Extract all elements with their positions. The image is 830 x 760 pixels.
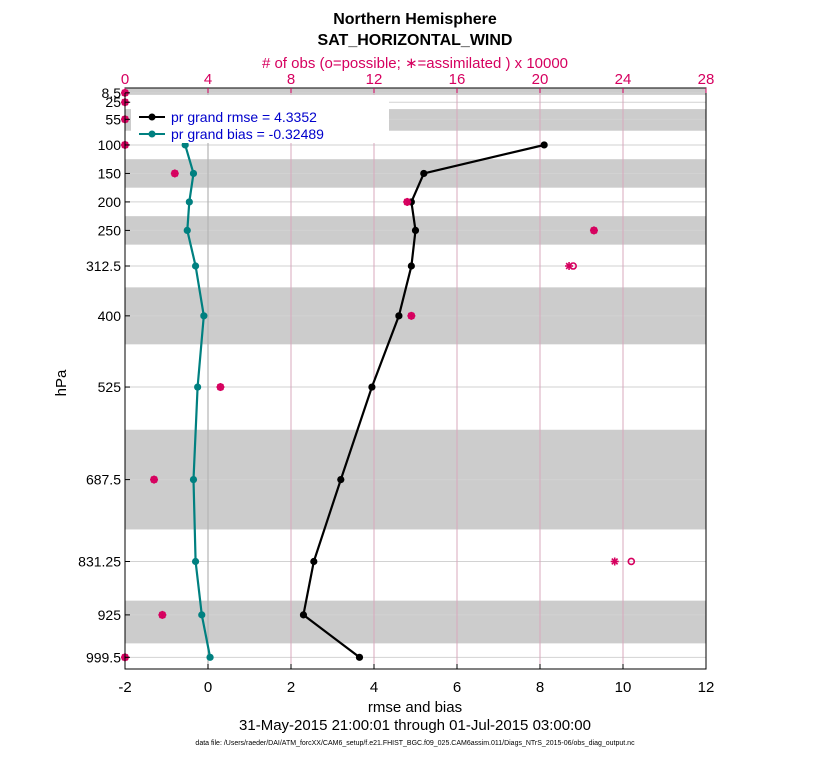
obs-assimilated-12 xyxy=(158,610,167,619)
series-0-point-1 xyxy=(420,169,428,178)
x-tick-label-2: 2 xyxy=(287,679,295,696)
obs-assimilated-8 xyxy=(407,311,416,320)
obs-assimilated-10-stroke-3 xyxy=(150,476,158,484)
obs-assimilated-11-stroke-3 xyxy=(611,558,619,565)
obs-assimilated-12-stroke-3 xyxy=(158,611,166,619)
legend: pr grand rmse = 4.3352 pr grand bias = -… xyxy=(131,95,389,143)
obs-assimilated-7-stroke-3 xyxy=(565,262,573,270)
x-tick-label-5: 8 xyxy=(536,679,544,696)
series-1-point-9 xyxy=(198,611,206,619)
series-0-point-0 xyxy=(540,141,548,149)
obs-assimilated-9-stroke-3 xyxy=(217,383,224,391)
x-tick-label-0: -2 xyxy=(118,679,131,696)
obs-assimilated-11 xyxy=(610,557,619,566)
shaded-band-6 xyxy=(125,600,706,644)
shaded-bands xyxy=(125,88,706,644)
series-layer xyxy=(181,141,548,661)
series-1-point-1 xyxy=(189,169,198,178)
obs-assimilated-4 xyxy=(170,169,179,178)
series-1-point-4 xyxy=(191,262,200,270)
x-tick-label-4: 6 xyxy=(453,679,461,696)
x-tick-label-1: 0 xyxy=(204,679,212,696)
obs-assimilated-5-stroke-3 xyxy=(403,198,411,206)
series-0-point-5 xyxy=(395,312,403,320)
obs-assimilated-9 xyxy=(216,383,225,392)
series-1-point-5 xyxy=(200,312,208,320)
series-0-point-4 xyxy=(407,262,415,270)
series-1-point-10 xyxy=(206,653,214,661)
y-tick-label-1: 25 xyxy=(105,94,121,110)
chart-title-line-2: SAT_HORIZONTAL_WIND xyxy=(318,32,513,49)
obs-tick-label-6: 24 xyxy=(615,71,632,88)
chart-title-line-1: Northern Hemisphere xyxy=(333,11,497,28)
obs-tick-label-3: 12 xyxy=(366,71,383,88)
shaded-band-0 xyxy=(125,88,706,95)
series-1-point-3 xyxy=(183,226,191,235)
obs-assimilated-10 xyxy=(150,475,159,484)
obs-assimilated-8-stroke-3 xyxy=(407,312,415,320)
legend-marker-rmse xyxy=(148,113,156,121)
series-0-point-7 xyxy=(337,476,345,484)
series-0-point-6 xyxy=(368,383,376,391)
y-tick-label-5: 200 xyxy=(98,194,122,210)
obs-assimilated-6-stroke-3 xyxy=(590,226,598,234)
legend-label-rmse: pr grand rmse = 4.3352 xyxy=(171,109,317,125)
series-0-point-10 xyxy=(355,653,364,661)
series-1-point-2 xyxy=(185,198,193,206)
y-tick-label-12: 925 xyxy=(98,607,122,623)
obs-possible-11 xyxy=(627,557,636,566)
obs-assimilated-5 xyxy=(403,197,412,206)
obs-tick-label-1: 4 xyxy=(204,71,212,88)
series-1-point-7 xyxy=(189,476,198,484)
obs-axis-title: # of obs (o=possible; ∗=assimilated ) x … xyxy=(262,55,568,72)
obs-assimilated-6 xyxy=(589,226,598,235)
x-tick-label-3: 4 xyxy=(370,679,378,696)
obs-assimilated-4-stroke-3 xyxy=(171,169,179,177)
y-tick-label-10: 687.5 xyxy=(86,472,121,488)
y-tick-label-0: 8.5 xyxy=(102,85,122,101)
date-range: 31-May-2015 21:00:01 through 01-Jul-2015… xyxy=(239,717,591,734)
plot-frame xyxy=(124,87,707,670)
legend-marker-bias xyxy=(148,130,156,138)
y-tick-label-13: 999.5 xyxy=(86,649,121,665)
y-tick-label-9: 525 xyxy=(98,379,122,395)
series-1-point-0 xyxy=(181,141,189,149)
y-tick-label-11: 831.25 xyxy=(78,553,121,569)
x-axis-label: rmse and bias xyxy=(368,699,462,716)
y-tick-label-3: 100 xyxy=(98,137,122,153)
series-1-point-8 xyxy=(191,557,200,566)
series-0-point-8 xyxy=(310,557,318,566)
y-tick-label-7: 312.5 xyxy=(86,258,121,274)
obs-tick-label-0: 0 xyxy=(121,71,129,88)
obs-tick-label-7: 28 xyxy=(698,71,715,88)
data-file-footnote: data file: /Users/raeder/DAI/ATM_forcXX/… xyxy=(195,740,635,747)
legend-box xyxy=(131,95,389,143)
y-tick-label-2: 55 xyxy=(105,111,121,127)
x-tick-label-7: 12 xyxy=(698,679,715,696)
obs-tick-label-5: 20 xyxy=(532,71,549,88)
y-tick-label-8: 400 xyxy=(98,308,122,324)
legend-label-bias: pr grand bias = -0.32489 xyxy=(171,126,324,142)
series-1-point-6 xyxy=(194,383,202,391)
axis-ticks: -2 0 2 4 6 8 10 120 4 8 12 16 20 24 288.52555100150200… xyxy=(78,71,714,696)
obs-assimilated-7 xyxy=(565,262,574,271)
obs-tick-label-2: 8 xyxy=(287,71,295,88)
y-tick-label-4: 150 xyxy=(98,165,122,181)
x-tick-label-6: 10 xyxy=(615,679,632,696)
obs-tick-label-4: 16 xyxy=(449,71,466,88)
y-axis-label: hPa xyxy=(53,369,70,396)
y-tick-label-6: 250 xyxy=(98,222,122,238)
series-0-point-3 xyxy=(411,226,420,235)
series-0-point-9 xyxy=(299,611,308,619)
